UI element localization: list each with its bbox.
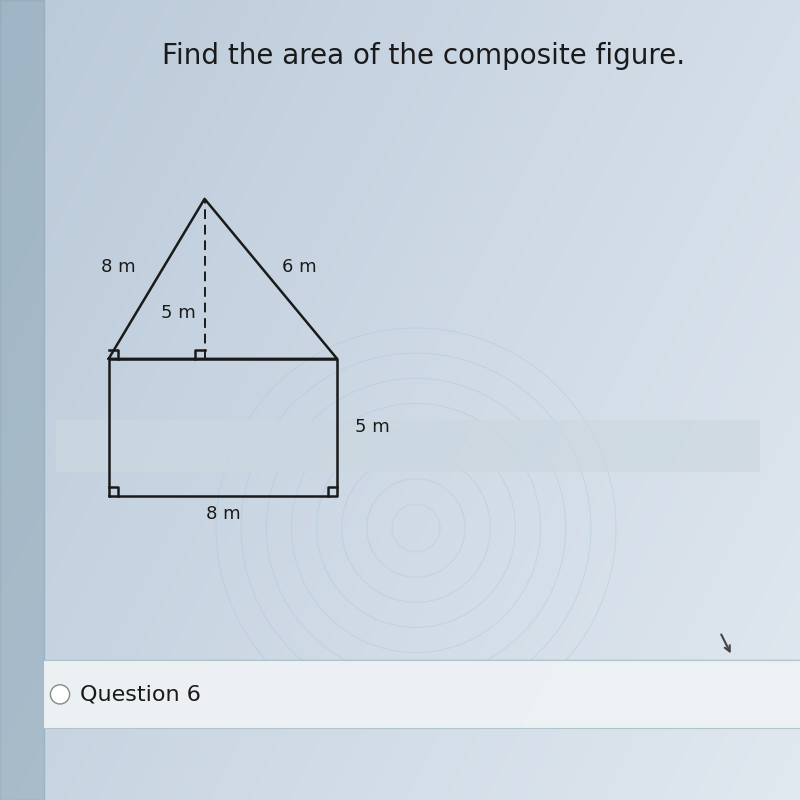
- FancyBboxPatch shape: [56, 420, 760, 472]
- Text: Find the area of the composite figure.: Find the area of the composite figure.: [162, 42, 686, 70]
- Text: 5 m: 5 m: [161, 304, 196, 322]
- Text: 8 m: 8 m: [206, 506, 240, 523]
- Text: 8 m: 8 m: [102, 258, 136, 277]
- Circle shape: [50, 685, 70, 704]
- Text: 5 m: 5 m: [355, 418, 390, 437]
- Text: Question 6: Question 6: [80, 684, 201, 704]
- Text: 6 m: 6 m: [282, 258, 317, 277]
- Bar: [0, 0, 44, 800]
- FancyBboxPatch shape: [44, 660, 800, 728]
